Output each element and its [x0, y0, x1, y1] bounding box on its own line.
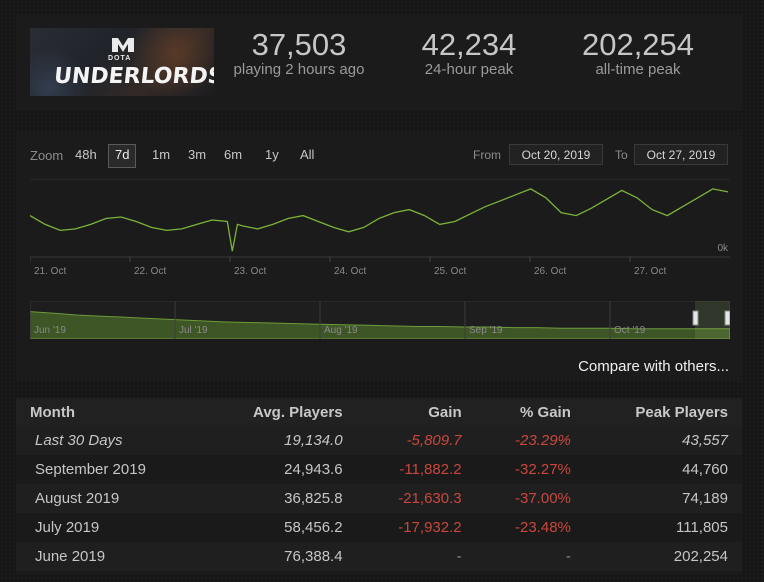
navigator-chart[interactable]: Jun '19 Jul '19 Aug '19 Sep '19 Oct '19	[30, 301, 730, 339]
stat-label: all-time peak	[595, 61, 681, 78]
cell-peak: 44,760	[584, 455, 742, 484]
cell-month: September 2019	[16, 455, 204, 484]
logo-brand: DOTA	[108, 55, 132, 62]
navigator-area	[30, 311, 730, 339]
navigator-tick-label: Sep '19	[469, 325, 503, 336]
cell-avg: 19,134.0	[203, 426, 357, 455]
game-logo[interactable]: DOTA UNDERLORDS	[30, 28, 214, 96]
cell-pct-gain: -23.29%	[475, 426, 585, 455]
cell-month: Last 30 Days	[16, 426, 204, 455]
x-tick-label: 22. Oct	[134, 266, 166, 277]
peak-24h-stat: 42,234 24-hour peak	[399, 28, 539, 78]
navigator-tick-label: Oct '19	[614, 325, 646, 336]
cell-pct-gain: -23.48%	[475, 513, 585, 542]
cell-avg: 76,388.4	[203, 542, 357, 571]
stat-label: 24-hour peak	[424, 61, 514, 78]
monthly-table-panel: Month Avg. Players Gain % Gain Peak Play…	[16, 398, 742, 574]
x-tick-label: 24. Oct	[334, 266, 366, 277]
cell-gain: -5,809.7	[356, 426, 476, 455]
cell-gain: -21,630.3	[356, 484, 476, 513]
navigator-tick-label: Aug '19	[324, 325, 358, 336]
navigator-right-handle	[724, 310, 730, 326]
cell-gain: -17,932.2	[356, 513, 476, 542]
col-month-header[interactable]: Month	[16, 398, 204, 426]
to-label: To	[615, 148, 628, 162]
col-pct-gain-header[interactable]: % Gain	[475, 398, 585, 426]
cell-gain: -	[356, 542, 476, 571]
x-tick-label: 26. Oct	[534, 266, 566, 277]
x-tick-label: 27. Oct	[634, 266, 666, 277]
cell-peak: 202,254	[584, 542, 742, 571]
cell-pct-gain: -32.27%	[475, 455, 585, 484]
monthly-stats-table: Month Avg. Players Gain % Gain Peak Play…	[16, 398, 742, 571]
zoom-1y-button[interactable]: 1y	[265, 147, 279, 162]
cell-month: August 2019	[16, 484, 204, 513]
stat-value: 42,234	[421, 27, 517, 62]
zoom-1m-button[interactable]: 1m	[152, 147, 171, 162]
table-row: June 2019 76,388.4 - - 202,254	[16, 542, 742, 571]
main-line-chart[interactable]: 21. Oct 22. Oct 23. Oct 24. Oct 25. Oct 26. O…	[30, 179, 730, 287]
zoom-7d-button[interactable]: 7d	[108, 144, 137, 168]
x-tick-label: 25. Oct	[434, 266, 466, 277]
dota-logo-icon	[112, 38, 134, 52]
table-row: Last 30 Days 19,134.0 -5,809.7 -23.29% 4…	[16, 426, 742, 455]
navigator-left-handle	[692, 310, 699, 326]
cell-avg: 24,943.6	[203, 455, 357, 484]
cell-peak: 43,557	[584, 426, 742, 455]
player-chart-panel: Zoom 48h 7d 1m 3m 6m 1y All From Oct 20,…	[16, 131, 742, 381]
cell-pct-gain: -	[475, 542, 585, 571]
cell-peak: 111,805	[584, 513, 742, 542]
x-tick-label: 21. Oct	[34, 266, 66, 277]
cell-pct-gain: -37.00%	[475, 484, 585, 513]
zoom-48h-button[interactable]: 48h	[75, 147, 97, 162]
col-peak-header[interactable]: Peak Players	[584, 398, 742, 426]
stats-header: DOTA UNDERLORDS 37,503 playing 2 hours a…	[16, 14, 742, 110]
table-row: August 2019 36,825.8 -21,630.3 -37.00% 7…	[16, 484, 742, 513]
cell-avg: 58,456.2	[203, 513, 357, 542]
x-tick-label: 23. Oct	[234, 266, 266, 277]
table-row: September 2019 24,943.6 -11,882.2 -32.27…	[16, 455, 742, 484]
current-players-stat: 37,503 playing 2 hours ago	[229, 28, 369, 78]
from-date-input[interactable]: Oct 20, 2019	[509, 144, 603, 165]
stat-value: 202,254	[581, 27, 695, 62]
stat-label: playing 2 hours ago	[233, 61, 365, 78]
cell-gain: -11,882.2	[356, 455, 476, 484]
cell-month: July 2019	[16, 513, 204, 542]
stat-value: 37,503	[251, 27, 347, 62]
y-tick-label: 0k	[717, 243, 729, 254]
table-row: July 2019 58,456.2 -17,932.2 -23.48% 111…	[16, 513, 742, 542]
navigator-tick-label: Jun '19	[34, 325, 66, 336]
navigator-selection	[695, 301, 730, 339]
player-count-line	[30, 188, 729, 252]
zoom-6m-button[interactable]: 6m	[224, 147, 243, 162]
table-header-row: Month Avg. Players Gain % Gain Peak Play…	[16, 398, 742, 426]
cell-peak: 74,189	[584, 484, 742, 513]
zoom-label: Zoom	[30, 148, 64, 163]
col-avg-header[interactable]: Avg. Players	[203, 398, 357, 426]
to-date-input[interactable]: Oct 27, 2019	[634, 144, 728, 165]
all-time-peak-stat: 202,254 all-time peak	[568, 28, 708, 78]
zoom-3m-button[interactable]: 3m	[188, 147, 207, 162]
col-gain-header[interactable]: Gain	[356, 398, 476, 426]
navigator-tick-label: Jul '19	[179, 325, 208, 336]
from-label: From	[473, 148, 501, 162]
logo-title: UNDERLORDS	[52, 64, 214, 89]
cell-avg: 36,825.8	[203, 484, 357, 513]
zoom-all-button[interactable]: All	[300, 147, 315, 162]
compare-link[interactable]: Compare with others...	[578, 358, 729, 375]
cell-month: June 2019	[16, 542, 204, 571]
